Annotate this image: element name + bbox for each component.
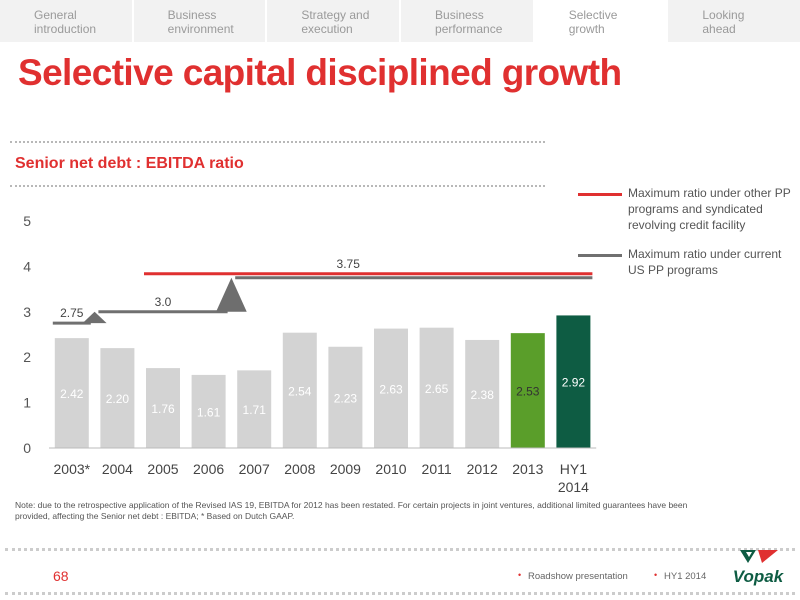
page-number: 68 bbox=[53, 568, 69, 584]
bar bbox=[419, 327, 454, 448]
x-tick-label: 2011 bbox=[422, 461, 452, 477]
legend-item-other-pp: Maximum ratio under other PP programs an… bbox=[578, 185, 798, 233]
bar bbox=[328, 346, 363, 448]
x-tick-label: 2007 bbox=[239, 461, 270, 477]
x-tick-label: 2014 bbox=[558, 479, 589, 495]
threshold-label: 3.75 bbox=[337, 257, 361, 271]
x-tick-label: 2013 bbox=[512, 461, 543, 477]
bar bbox=[146, 368, 180, 448]
tab-looking-ahead[interactable]: Looking ahead bbox=[668, 0, 800, 42]
legend-item-us-pp: Maximum ratio under current US PP progra… bbox=[578, 246, 798, 278]
bar bbox=[282, 332, 317, 448]
divider-top bbox=[10, 141, 545, 143]
logo-text: Vopak bbox=[733, 567, 785, 586]
x-tick-label: 2004 bbox=[102, 461, 133, 477]
data-label: 1.61 bbox=[197, 405, 221, 419]
step-marker bbox=[216, 277, 247, 312]
divider-bottom bbox=[10, 185, 545, 187]
data-label: 2.54 bbox=[288, 384, 312, 398]
data-label: 2.23 bbox=[334, 391, 358, 405]
data-label: 2.92 bbox=[562, 376, 586, 390]
y-tick-label: 3 bbox=[23, 304, 31, 320]
y-tick-label: 4 bbox=[23, 258, 31, 274]
threshold-label: 2.75 bbox=[60, 306, 84, 320]
legend-swatch-us-pp bbox=[578, 254, 622, 257]
y-tick-label: 5 bbox=[23, 213, 31, 229]
bar bbox=[510, 333, 545, 448]
x-tick-label: 2003* bbox=[54, 461, 91, 477]
footer-bullet: • bbox=[518, 570, 522, 580]
vopak-logo: Vopak bbox=[733, 550, 785, 586]
x-tick-label: HY1 bbox=[560, 461, 587, 477]
tab-strategy-and-execution[interactable]: Strategy and execution bbox=[267, 0, 402, 42]
footnote: Note: due to the retrospective applicati… bbox=[15, 500, 688, 521]
threshold-label: 3.0 bbox=[155, 295, 172, 309]
legend-swatch-other-pp bbox=[578, 193, 622, 196]
data-label: 1.71 bbox=[243, 403, 267, 417]
tab-selective-growth[interactable]: Selective growth bbox=[534, 0, 669, 42]
data-label: 2.53 bbox=[516, 385, 540, 399]
tab-business-environment[interactable]: Business environment bbox=[133, 0, 268, 42]
x-tick-label: 2010 bbox=[375, 461, 406, 477]
data-label: 2.63 bbox=[379, 382, 403, 396]
bar bbox=[465, 339, 500, 448]
bar bbox=[191, 374, 226, 448]
data-label: 2.20 bbox=[106, 392, 130, 406]
data-label: 2.42 bbox=[60, 387, 84, 401]
data-label: 2.38 bbox=[471, 388, 495, 402]
x-tick-label: 2006 bbox=[193, 461, 224, 477]
x-tick-label: 2008 bbox=[284, 461, 315, 477]
chart-title: Senior net debt : EBITDA ratio bbox=[15, 155, 244, 172]
page-title: Selective capital disciplined growth bbox=[18, 52, 622, 93]
data-label: 1.76 bbox=[151, 402, 175, 416]
logo-mark-inner bbox=[746, 552, 752, 557]
x-tick-label: 2009 bbox=[330, 461, 361, 477]
logo-mark-right bbox=[758, 550, 778, 563]
footer-presentation: Roadshow presentation bbox=[528, 571, 628, 582]
footer-bullet: • bbox=[654, 570, 658, 580]
step-marker bbox=[82, 311, 107, 324]
section-nav: General introduction Business environmen… bbox=[0, 0, 800, 42]
legend-label-other-pp: Maximum ratio under other PP programs an… bbox=[628, 186, 791, 232]
tab-business-performance[interactable]: Business performance bbox=[401, 0, 535, 42]
bar bbox=[556, 315, 591, 448]
bar bbox=[374, 328, 408, 448]
x-tick-label: 2012 bbox=[467, 461, 498, 477]
data-label: 2.65 bbox=[425, 382, 449, 396]
x-tick-label: 2005 bbox=[147, 461, 178, 477]
tab-general-introduction[interactable]: General introduction bbox=[0, 0, 134, 42]
bar bbox=[54, 338, 89, 448]
y-tick-label: 0 bbox=[23, 440, 31, 456]
legend-label-us-pp: Maximum ratio under current US PP progra… bbox=[628, 247, 782, 277]
logo-mark-left bbox=[740, 550, 756, 563]
y-tick-label: 1 bbox=[23, 395, 31, 411]
bar bbox=[100, 348, 135, 448]
footer-dots-top bbox=[5, 548, 795, 551]
footer-period: HY1 2014 bbox=[664, 571, 707, 582]
footer-dots-bottom bbox=[5, 592, 795, 595]
bar bbox=[237, 370, 272, 448]
y-tick-label: 2 bbox=[23, 349, 31, 365]
